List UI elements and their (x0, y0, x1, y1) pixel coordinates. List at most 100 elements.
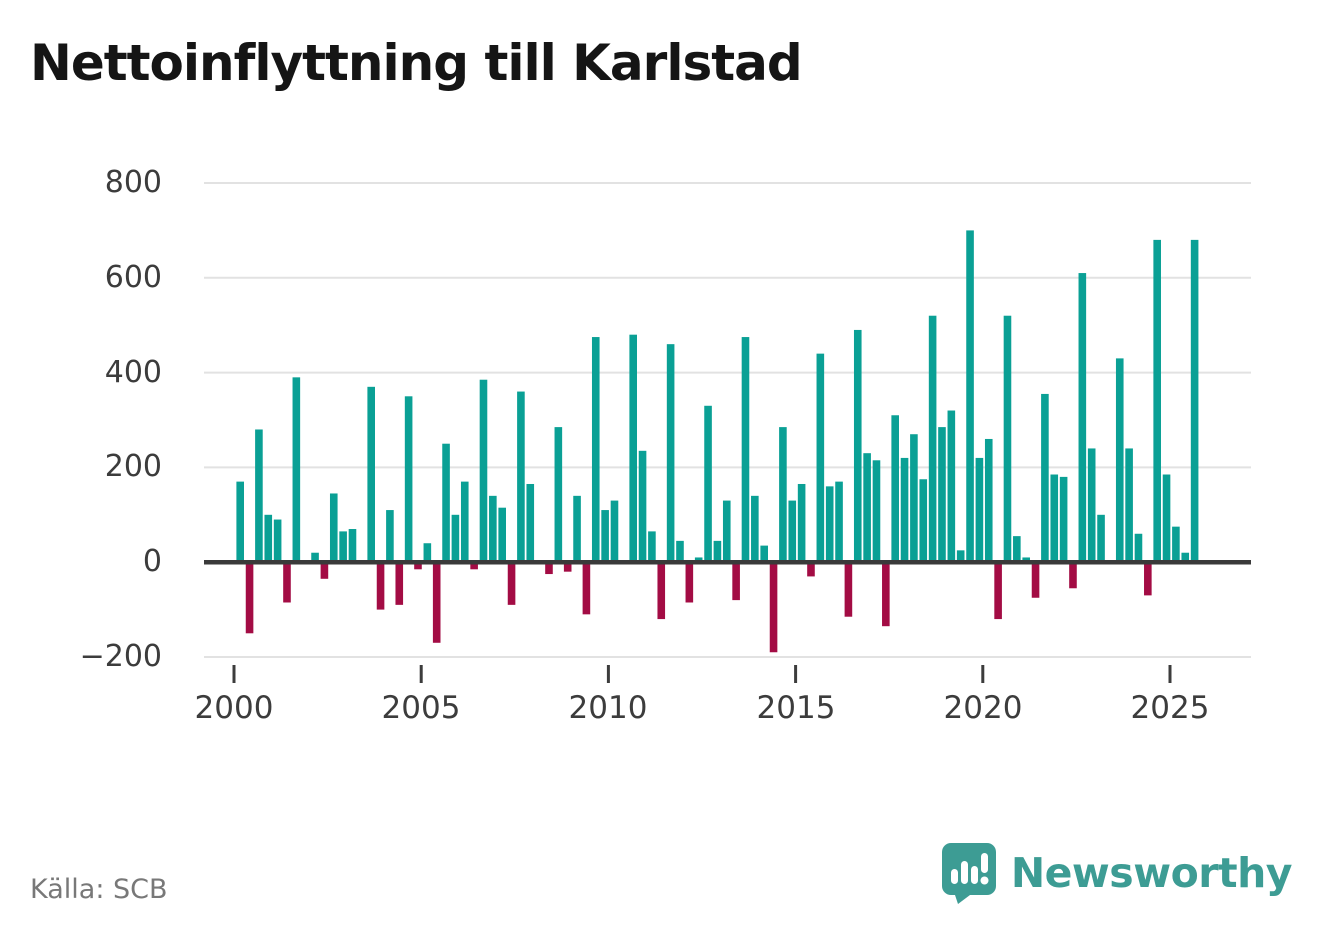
bar-2007Q3 (517, 391, 525, 563)
bar-2013Q2 (732, 562, 740, 601)
x-axis-label: 2015 (756, 690, 836, 726)
y-axis-label: 0 (142, 544, 162, 579)
bar-2011Q3 (666, 344, 675, 563)
bar-2016Q4 (863, 453, 871, 563)
bar-2012Q2 (694, 557, 703, 563)
bar-2020Q3 (1003, 315, 1012, 563)
bar-2020Q4 (1013, 536, 1021, 563)
bar-2002Q4 (339, 531, 347, 563)
bar-2024Q4 (1162, 474, 1171, 563)
bar-2000Q4 (264, 514, 273, 563)
bar-2017Q2 (882, 562, 890, 627)
bar-2018Q2 (919, 479, 928, 563)
bar-2005Q4 (451, 514, 460, 563)
x-axis-label: 2025 (1130, 690, 1210, 726)
bar-2023Q4 (1125, 448, 1133, 563)
bar-2018Q1 (910, 434, 918, 563)
bar-2000Q3 (255, 429, 263, 563)
bar-2021Q1 (1022, 557, 1030, 563)
bar-2007Q2 (507, 562, 516, 605)
bar-2006Q2 (470, 562, 478, 570)
bar-2001Q3 (292, 377, 301, 563)
brand-name: Newsworthy (1010, 849, 1293, 897)
bar-2024Q3 (1153, 239, 1161, 563)
source-note: Källa: SCB (30, 874, 168, 905)
bar-2020Q2 (994, 562, 1002, 620)
bar-2001Q2 (283, 562, 291, 603)
bar-2025Q2 (1181, 552, 1190, 563)
bar-2009Q4 (601, 510, 609, 563)
bar-2004Q2 (395, 562, 404, 605)
bar-2005Q3 (442, 443, 450, 563)
bar-2014Q2 (769, 562, 778, 653)
bar-2007Q1 (498, 507, 506, 563)
bar-2005Q2 (432, 562, 441, 643)
bar-2000Q2 (245, 562, 254, 634)
chart-title: Nettoinflyttning till Karlstad (30, 34, 803, 92)
bar-2022Q1 (1059, 476, 1068, 563)
bar-2006Q1 (460, 481, 469, 563)
x-axis-label: 2020 (943, 690, 1023, 726)
bar-2019Q2 (956, 550, 965, 563)
bar-2003Q1 (348, 529, 357, 563)
bar-2002Q3 (329, 493, 338, 563)
bar-2019Q4 (975, 457, 984, 563)
bar-2016Q3 (853, 329, 862, 563)
bar-2010Q3 (629, 334, 637, 563)
bar-2003Q3 (367, 386, 375, 563)
bar-2000Q1 (236, 481, 244, 563)
bar-2016Q2 (844, 562, 853, 617)
bar-2017Q1 (872, 460, 881, 563)
bar-2015Q1 (797, 483, 806, 563)
bar-2006Q4 (489, 495, 497, 563)
bar-2024Q2 (1144, 562, 1152, 596)
bar-2021Q2 (1031, 562, 1040, 598)
bar-2022Q2 (1069, 562, 1077, 589)
bar-2010Q1 (610, 500, 619, 563)
newsworthy-logo: Newsworthy (941, 840, 1293, 906)
bar-2014Q4 (788, 500, 797, 563)
bar-2013Q3 (741, 337, 750, 563)
bar-2008Q3 (554, 427, 563, 563)
bar-2019Q3 (966, 230, 974, 563)
bar-2021Q4 (1050, 474, 1059, 563)
bar-2014Q3 (779, 427, 787, 563)
y-axis-label: 600 (104, 260, 162, 295)
bar-2022Q4 (1087, 448, 1096, 563)
bar-2009Q3 (591, 337, 600, 563)
y-axis-label: 800 (104, 165, 162, 200)
y-axis-label: −200 (79, 639, 162, 674)
bar-2024Q1 (1134, 533, 1143, 563)
bar-2006Q3 (479, 379, 488, 563)
bar-2012Q1 (685, 562, 694, 603)
bar-2015Q4 (825, 486, 834, 563)
x-axis-label: 2005 (381, 690, 461, 726)
bar-2011Q1 (648, 531, 656, 563)
bar-2011Q2 (657, 562, 666, 620)
bar-2016Q1 (835, 481, 843, 563)
y-axis-label: 400 (104, 355, 162, 390)
bar-2009Q1 (573, 495, 581, 563)
bar-2018Q3 (928, 315, 937, 563)
bar-2004Q4 (414, 562, 422, 570)
bar-2001Q1 (273, 519, 282, 563)
bar-2013Q4 (751, 495, 759, 563)
bar-2017Q4 (900, 457, 909, 563)
bar-2009Q2 (582, 562, 591, 615)
x-axis-label: 2000 (194, 690, 274, 726)
bar-2015Q3 (816, 353, 825, 563)
bar-2008Q4 (563, 562, 572, 572)
bar-2022Q3 (1078, 273, 1087, 563)
bar-2008Q2 (545, 562, 553, 575)
bar-2002Q2 (320, 562, 329, 579)
bar-2023Q3 (1115, 358, 1124, 563)
bar-2014Q1 (760, 545, 768, 563)
bar-2003Q4 (376, 562, 385, 610)
bar-2013Q1 (722, 500, 731, 563)
bar-2011Q4 (676, 540, 684, 563)
bar-2018Q4 (938, 427, 946, 563)
bar-2012Q4 (713, 540, 722, 563)
bar-2010Q4 (638, 450, 647, 563)
